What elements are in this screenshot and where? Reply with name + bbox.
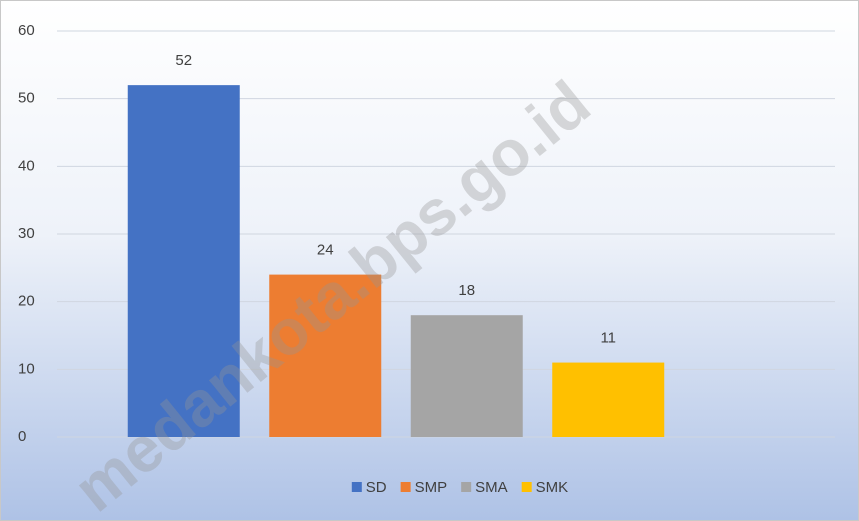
- bar: [269, 274, 382, 437]
- legend-swatch: [351, 482, 362, 492]
- bar: [410, 315, 523, 437]
- y-tick-label: 60: [18, 22, 35, 39]
- y-tick-label: 30: [18, 225, 35, 242]
- y-tick-label: 10: [18, 360, 35, 377]
- legend-swatch: [461, 482, 472, 492]
- y-tick-label: 50: [18, 90, 35, 107]
- y-tick-label: 20: [18, 293, 35, 310]
- y-tick-label: 0: [18, 428, 26, 445]
- y-tick-label: 40: [18, 157, 35, 174]
- legend-label: SMA: [475, 479, 508, 496]
- data-label: 24: [317, 242, 334, 259]
- plot-area: 0 10 20 30 40 50 60 52 24 18 11 SD SMP SMA SMK: [18, 22, 835, 496]
- legend-label: SMP: [415, 479, 448, 496]
- data-label: 18: [458, 282, 475, 299]
- bar: [552, 362, 665, 437]
- data-label: 11: [600, 330, 616, 347]
- legend-swatch: [521, 482, 532, 492]
- data-label: 52: [175, 52, 192, 69]
- legend-label: SD: [366, 479, 387, 496]
- legend-swatch: [400, 482, 411, 492]
- legend-label: SMK: [536, 479, 569, 496]
- bar: [127, 85, 240, 437]
